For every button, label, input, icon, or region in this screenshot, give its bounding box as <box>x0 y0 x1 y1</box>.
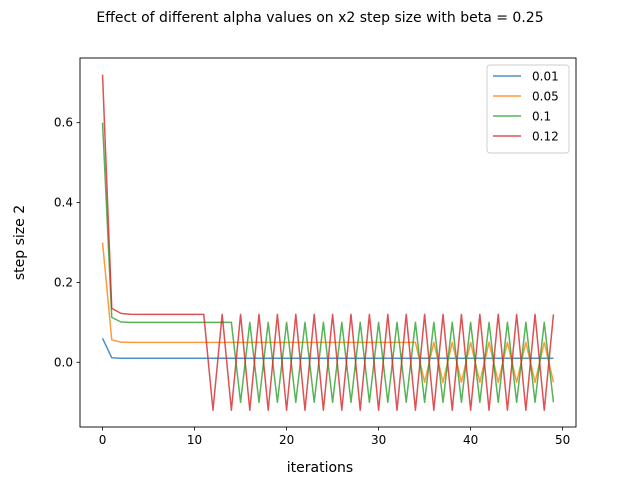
x-tick-label: 30 <box>371 433 386 447</box>
x-tick-label: 20 <box>279 433 294 447</box>
y-axis-label: step size 2 <box>12 205 28 280</box>
legend-frame <box>486 64 570 154</box>
legend-label-3: 0.12 <box>532 130 559 144</box>
legend-label-2: 0.1 <box>532 110 551 124</box>
y-tick-label: 0.0 <box>54 355 73 369</box>
y-tick-label: 0.2 <box>54 275 73 289</box>
plot-lines <box>101 74 555 411</box>
y-axis-ticks: 0.0 0.2 0.4 0.6 <box>54 116 80 369</box>
y-tick-label: 0.6 <box>54 116 73 130</box>
chart-title: Effect of different alpha values on x2 s… <box>96 10 543 26</box>
x-tick-label: 40 <box>463 433 478 447</box>
series-line-1 <box>101 242 555 384</box>
x-tick-label: 50 <box>555 433 570 447</box>
x-tick-label: 0 <box>99 433 107 447</box>
series-line-3 <box>101 74 555 411</box>
y-tick-label: 0.4 <box>54 196 73 210</box>
axes-frame <box>79 57 577 428</box>
legend: 0.01 0.05 0.1 0.12 <box>486 64 570 154</box>
legend-label-0: 0.01 <box>532 70 559 84</box>
legend-label-1: 0.05 <box>532 90 559 104</box>
x-axis-ticks: 0 10 20 30 40 50 <box>99 427 570 447</box>
x-tick-label: 10 <box>187 433 202 447</box>
x-axis-label: iterations <box>287 460 353 476</box>
